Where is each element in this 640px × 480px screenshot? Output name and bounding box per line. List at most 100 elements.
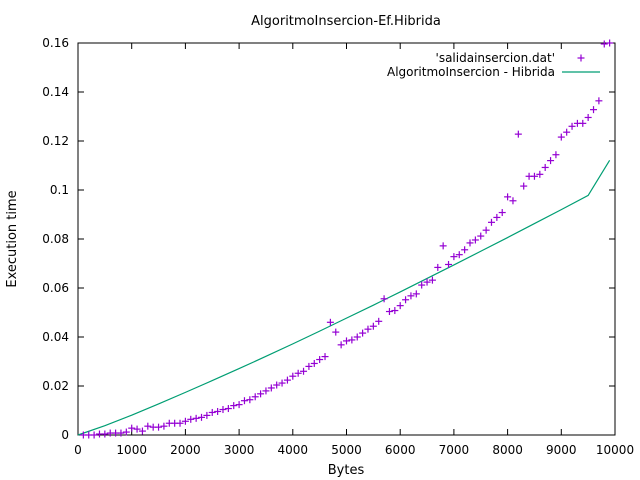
data-point — [482, 226, 490, 234]
data-point — [407, 292, 415, 300]
data-point — [337, 341, 345, 349]
data-point — [600, 40, 608, 48]
data-point — [402, 296, 410, 304]
data-point — [267, 384, 275, 392]
data-point — [530, 172, 538, 180]
data-point — [493, 213, 501, 221]
legend-label: AlgoritmoInsercion - Hibrida — [387, 65, 555, 79]
data-point — [466, 239, 474, 247]
y-tick-label: 0.04 — [42, 330, 69, 344]
data-point — [514, 130, 522, 138]
data-point — [418, 281, 426, 289]
data-point — [257, 390, 265, 398]
data-point — [235, 401, 243, 409]
data-point — [579, 119, 587, 127]
data-point — [310, 359, 318, 367]
data-point — [90, 431, 98, 439]
data-point — [552, 151, 560, 159]
data-point — [181, 417, 189, 425]
data-point — [504, 193, 512, 201]
x-tick-label: 6000 — [385, 443, 416, 457]
data-point — [332, 328, 340, 336]
data-point — [208, 408, 216, 416]
fit-line — [77, 160, 611, 436]
axis-ticks: 0 1000 2000 3000 4000 5000 6000 7000 8000 9000 100… — [42, 36, 634, 457]
data-point — [520, 182, 528, 190]
data-point — [391, 307, 399, 315]
data-point — [606, 39, 614, 47]
data-point — [203, 411, 211, 419]
data-point — [434, 263, 442, 271]
data-point — [283, 376, 291, 384]
x-tick-label: 3000 — [224, 443, 255, 457]
data-point — [353, 333, 361, 341]
data-point — [568, 122, 576, 130]
legend-label: 'salidainsercion.dat' — [436, 51, 555, 65]
data-point — [160, 422, 168, 430]
data-point — [192, 414, 200, 422]
data-point — [155, 423, 163, 431]
data-point — [289, 372, 297, 380]
data-point — [117, 429, 125, 437]
data-point — [385, 308, 393, 316]
y-tick-label: 0.08 — [42, 232, 69, 246]
data-point — [321, 353, 329, 361]
data-point — [300, 367, 308, 375]
data-point — [439, 242, 447, 250]
data-point — [101, 430, 109, 438]
x-tick-label: 9000 — [546, 443, 577, 457]
data-point — [412, 290, 420, 298]
data-point — [461, 246, 469, 254]
data-point — [262, 387, 270, 395]
data-point — [563, 128, 571, 136]
data-point — [187, 415, 195, 423]
data-point — [369, 322, 377, 330]
data-point — [305, 362, 313, 370]
data-point — [198, 413, 206, 421]
y-tick-label: 0.14 — [42, 85, 69, 99]
data-point — [536, 170, 544, 178]
data-point — [477, 232, 485, 240]
x-tick-label: 10000 — [596, 443, 634, 457]
data-point — [246, 396, 254, 404]
y-tick-label: 0.06 — [42, 281, 69, 295]
data-point — [219, 406, 227, 414]
data-points-series — [79, 39, 614, 439]
data-point — [471, 236, 479, 244]
data-point — [122, 428, 130, 436]
y-axis-label: Execution time — [5, 190, 20, 287]
data-point — [214, 407, 222, 415]
x-tick-label: 7000 — [439, 443, 470, 457]
y-tick-label: 0.1 — [50, 183, 69, 197]
data-point — [230, 402, 238, 410]
data-point — [278, 379, 286, 387]
data-point — [590, 106, 598, 114]
data-point — [423, 278, 431, 286]
data-point — [273, 381, 281, 389]
data-point — [128, 424, 136, 432]
data-point — [364, 325, 372, 333]
fit-line-series — [77, 160, 611, 436]
data-point — [595, 97, 603, 105]
data-point — [359, 329, 367, 337]
data-point — [294, 369, 302, 377]
y-tick-label: 0.16 — [42, 36, 69, 50]
data-point — [584, 113, 592, 121]
data-point — [547, 157, 555, 165]
y-tick-label: 0.02 — [42, 379, 69, 393]
data-point — [455, 251, 463, 259]
data-point — [240, 397, 248, 405]
y-tick-label: 0 — [61, 428, 69, 442]
data-point — [396, 302, 404, 310]
data-point — [375, 317, 383, 325]
data-point — [176, 419, 184, 427]
x-tick-label: 0 — [74, 443, 82, 457]
x-tick-label: 5000 — [331, 443, 362, 457]
legend: 'salidainsercion.dat'AlgoritmoInsercion … — [387, 51, 600, 79]
data-point — [343, 337, 350, 345]
data-point — [450, 253, 458, 261]
data-point — [445, 260, 453, 268]
data-point — [541, 163, 549, 171]
data-point — [316, 356, 324, 364]
y-tick-label: 0.12 — [42, 134, 69, 148]
